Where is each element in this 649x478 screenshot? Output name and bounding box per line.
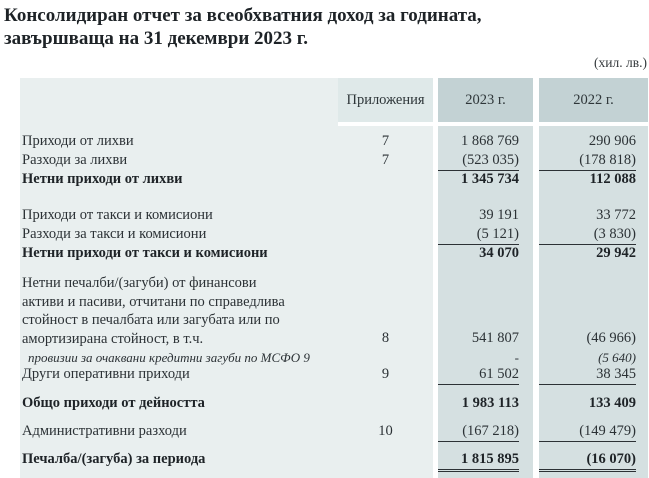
value-2022: (46 966) [586,330,636,346]
value-2023: 1 815 895 [438,450,519,472]
row-label: Нетни печалби/(загуби) от финансови акти… [22,275,285,347]
note-ref: 7 [381,152,390,168]
value-2022: 29 942 [596,245,636,261]
value-2022: 112 088 [589,171,636,187]
table-row: Разходи за такси и комисиони (5 121) (3 … [20,225,648,245]
table-row: Административни разходи 10 (167 218) (14… [20,422,648,442]
value-2022: (3 830) [539,225,636,245]
table-row: Приходи от такси и комисиони 39 191 33 7… [20,206,648,225]
value-2023: (5 121) [438,225,519,245]
row-label: Разходи за лихви [22,152,128,168]
column-header-2022: 2022 г. [539,78,648,126]
table-row: Нетни печалби/(загуби) от финансови акти… [20,274,648,348]
value-2022: 33 772 [596,207,636,223]
note-ref [338,206,433,225]
value-2022: 290 906 [588,133,636,149]
value-2022: (178 818) [539,151,636,171]
value-2022: (16 070) [539,450,636,472]
table-row: Общо приходи от дейността 1 983 113 133 … [20,394,648,412]
column-header-2023: 2023 г. [438,78,533,126]
note-ref [338,394,433,413]
table-rows: Приходи от лихви 7 1 868 769 290 906 Раз… [20,132,648,472]
value-2022: 133 409 [588,395,636,411]
column-band-2023 [438,78,533,478]
value-2023: 541 807 [471,330,519,346]
note-ref [338,450,433,472]
value-2022: (149 479) [539,422,636,442]
note-ref [338,225,433,245]
value-2023: - [514,350,519,365]
note-ref: 8 [381,330,390,346]
label-column-band [20,78,433,478]
value-2023: 1 345 734 [461,171,519,187]
row-label: Други оперативни приходи [22,366,190,382]
note-ref: 7 [381,133,390,149]
value-2023: 1 868 769 [461,133,519,149]
table-row: Разходи за лихви 7 (523 035) (178 818) [20,151,648,171]
value-2023: (167 218) [438,422,519,442]
table-row: Приходи от лихви 7 1 868 769 290 906 [20,132,648,151]
row-label: Приходи от лихви [22,133,134,149]
note-ref [338,244,433,263]
row-label: Печалба/(загуба) за периода [22,451,206,467]
row-label: Разходи за такси и комисиони [22,226,207,242]
income-statement-table: Приложения 2023 г. 2022 г. Приходи от ли… [20,78,648,478]
note-ref: 10 [378,423,393,439]
row-label: Административни разходи [22,423,187,439]
value-2023: 61 502 [438,365,519,385]
table-row: Нетни приходи от лихви 1 345 734 112 088 [20,170,648,189]
table-row: Нетни приходи от такси и комисиони 34 07… [20,244,648,263]
column-header-note: Приложения [338,78,433,126]
value-2023: 1 983 113 [461,395,519,411]
row-label: Общо приходи от дейността [22,395,205,411]
table-row: Печалба/(загуба) за периода 1 815 895 (1… [20,450,648,472]
value-2023: (523 035) [438,151,519,171]
value-2022: (5 640) [598,350,636,365]
statement-title: Консолидиран отчет за всеобхватния доход… [4,5,482,49]
value-2023: 34 070 [479,245,519,261]
units-note: (хил. лв.) [594,55,647,70]
column-band-2022 [539,78,648,478]
table-row: провизии за очаквани кредитни загуби по … [20,348,648,365]
row-label: провизии за очаквани кредитни загуби по … [28,350,310,365]
value-2022: 38 345 [539,365,636,385]
row-label: Нетни приходи от лихви [22,171,183,187]
note-ref: 9 [381,366,390,382]
row-label: Нетни приходи от такси и комисиони [22,245,268,261]
value-2023: 39 191 [479,207,519,223]
row-label: Приходи от такси и комисиони [22,207,213,223]
table-row: Други оперативни приходи 9 61 502 38 345 [20,365,648,385]
note-ref [338,170,433,189]
